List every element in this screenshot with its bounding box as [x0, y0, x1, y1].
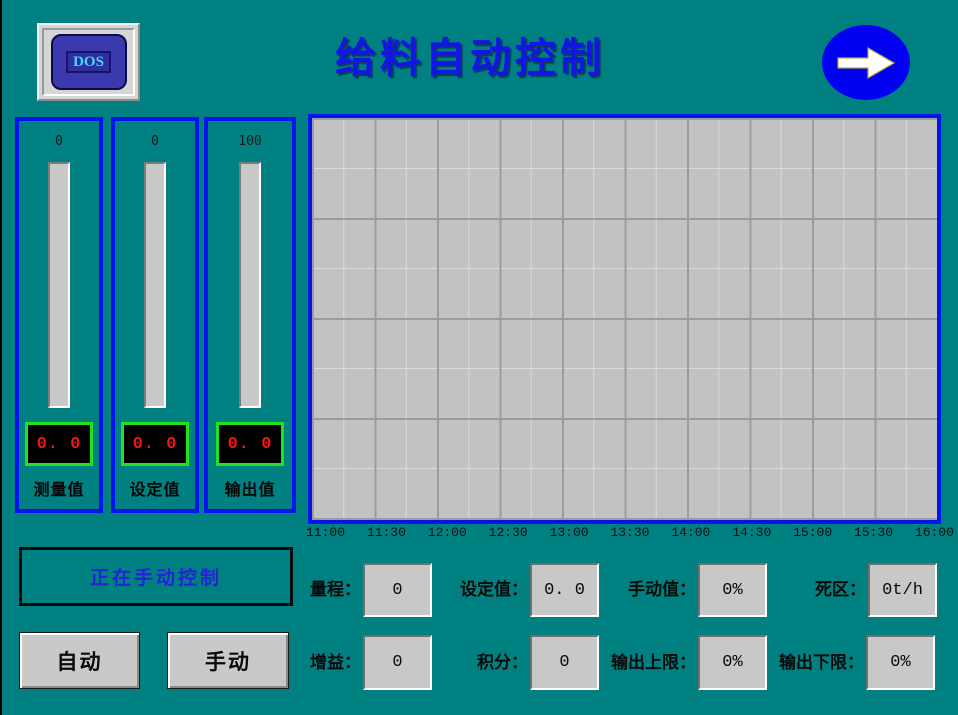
- control-status-box: 正在手动控制: [19, 547, 293, 606]
- param-output-max-input[interactable]: 0%: [698, 635, 767, 690]
- trend-plot-area: [308, 114, 941, 524]
- param-gain-input[interactable]: 0: [363, 635, 432, 690]
- param-range-input[interactable]: 0: [363, 563, 432, 617]
- time-tick: 15:30: [854, 525, 894, 540]
- manual-mode-button[interactable]: 手动: [167, 632, 289, 689]
- control-status-text: 正在手动控制: [89, 568, 222, 589]
- gauge-output-value: 100 0. 0 输出值: [204, 117, 296, 513]
- param-manual-value-input[interactable]: 0%: [698, 563, 767, 617]
- time-tick: 11:30: [366, 525, 406, 540]
- param-setpoint-input[interactable]: 0. 0: [530, 563, 599, 617]
- gauge-scale-max: 100: [238, 134, 262, 149]
- param-manual-value-label: 手动值：: [628, 580, 696, 599]
- dos-button[interactable]: DOS: [37, 23, 140, 101]
- param-output-min-label: 输出下限：: [779, 653, 864, 672]
- time-tick: 12:00: [427, 525, 467, 540]
- time-axis: 11:00 11:30 12:00 12:30 13:00 13:30 14:0…: [306, 525, 954, 540]
- time-tick: 13:00: [549, 525, 589, 540]
- dos-button-recess: DOS: [42, 28, 135, 96]
- gauge-set-value: 0 0. 0 设定值: [111, 117, 199, 513]
- dos-button-face: DOS: [50, 34, 127, 90]
- gauge-scale-max: 0: [55, 134, 63, 149]
- param-output-min-input[interactable]: 0%: [866, 635, 935, 690]
- gauge-readout: 0. 0: [25, 422, 93, 466]
- auto-mode-button[interactable]: 自动: [19, 632, 140, 689]
- time-tick: 12:30: [488, 525, 528, 540]
- time-tick: 13:30: [610, 525, 650, 540]
- gauge-label: 设定值: [129, 482, 181, 499]
- param-integral-input[interactable]: 0: [530, 635, 599, 690]
- param-deadband-input[interactable]: 0t/h: [868, 563, 937, 617]
- gauge-readout: 0. 0: [121, 422, 189, 466]
- gauge-label: 测量值: [33, 482, 85, 499]
- gauge-bar-track: [239, 162, 261, 408]
- gauge-scale-max: 0: [151, 134, 159, 149]
- gauge-label: 输出值: [224, 482, 276, 499]
- time-tick: 11:00: [306, 525, 346, 540]
- param-output-max-label: 输出上限：: [611, 653, 696, 672]
- dos-button-label: DOS: [66, 51, 111, 73]
- page-title: 给料自动控制: [335, 35, 605, 81]
- param-range-label: 量程：: [310, 580, 361, 599]
- gauge-bar-track: [144, 162, 166, 408]
- param-integral-label: 积分：: [477, 653, 528, 672]
- time-tick: 14:30: [732, 525, 772, 540]
- next-page-button[interactable]: [822, 25, 910, 100]
- param-deadband-label: 死区：: [815, 580, 866, 599]
- param-setpoint-label: 设定值：: [460, 580, 528, 599]
- screen-edge: [0, 0, 2, 715]
- time-tick: 16:00: [914, 525, 954, 540]
- gauge-bar-track: [48, 162, 70, 408]
- time-tick: 14:00: [671, 525, 711, 540]
- param-gain-label: 增益：: [310, 653, 361, 672]
- gauge-readout: 0. 0: [216, 422, 284, 466]
- time-tick: 15:00: [793, 525, 833, 540]
- right-arrow-icon: [837, 46, 896, 79]
- gauge-measured-value: 0 0. 0 测量值: [15, 117, 103, 513]
